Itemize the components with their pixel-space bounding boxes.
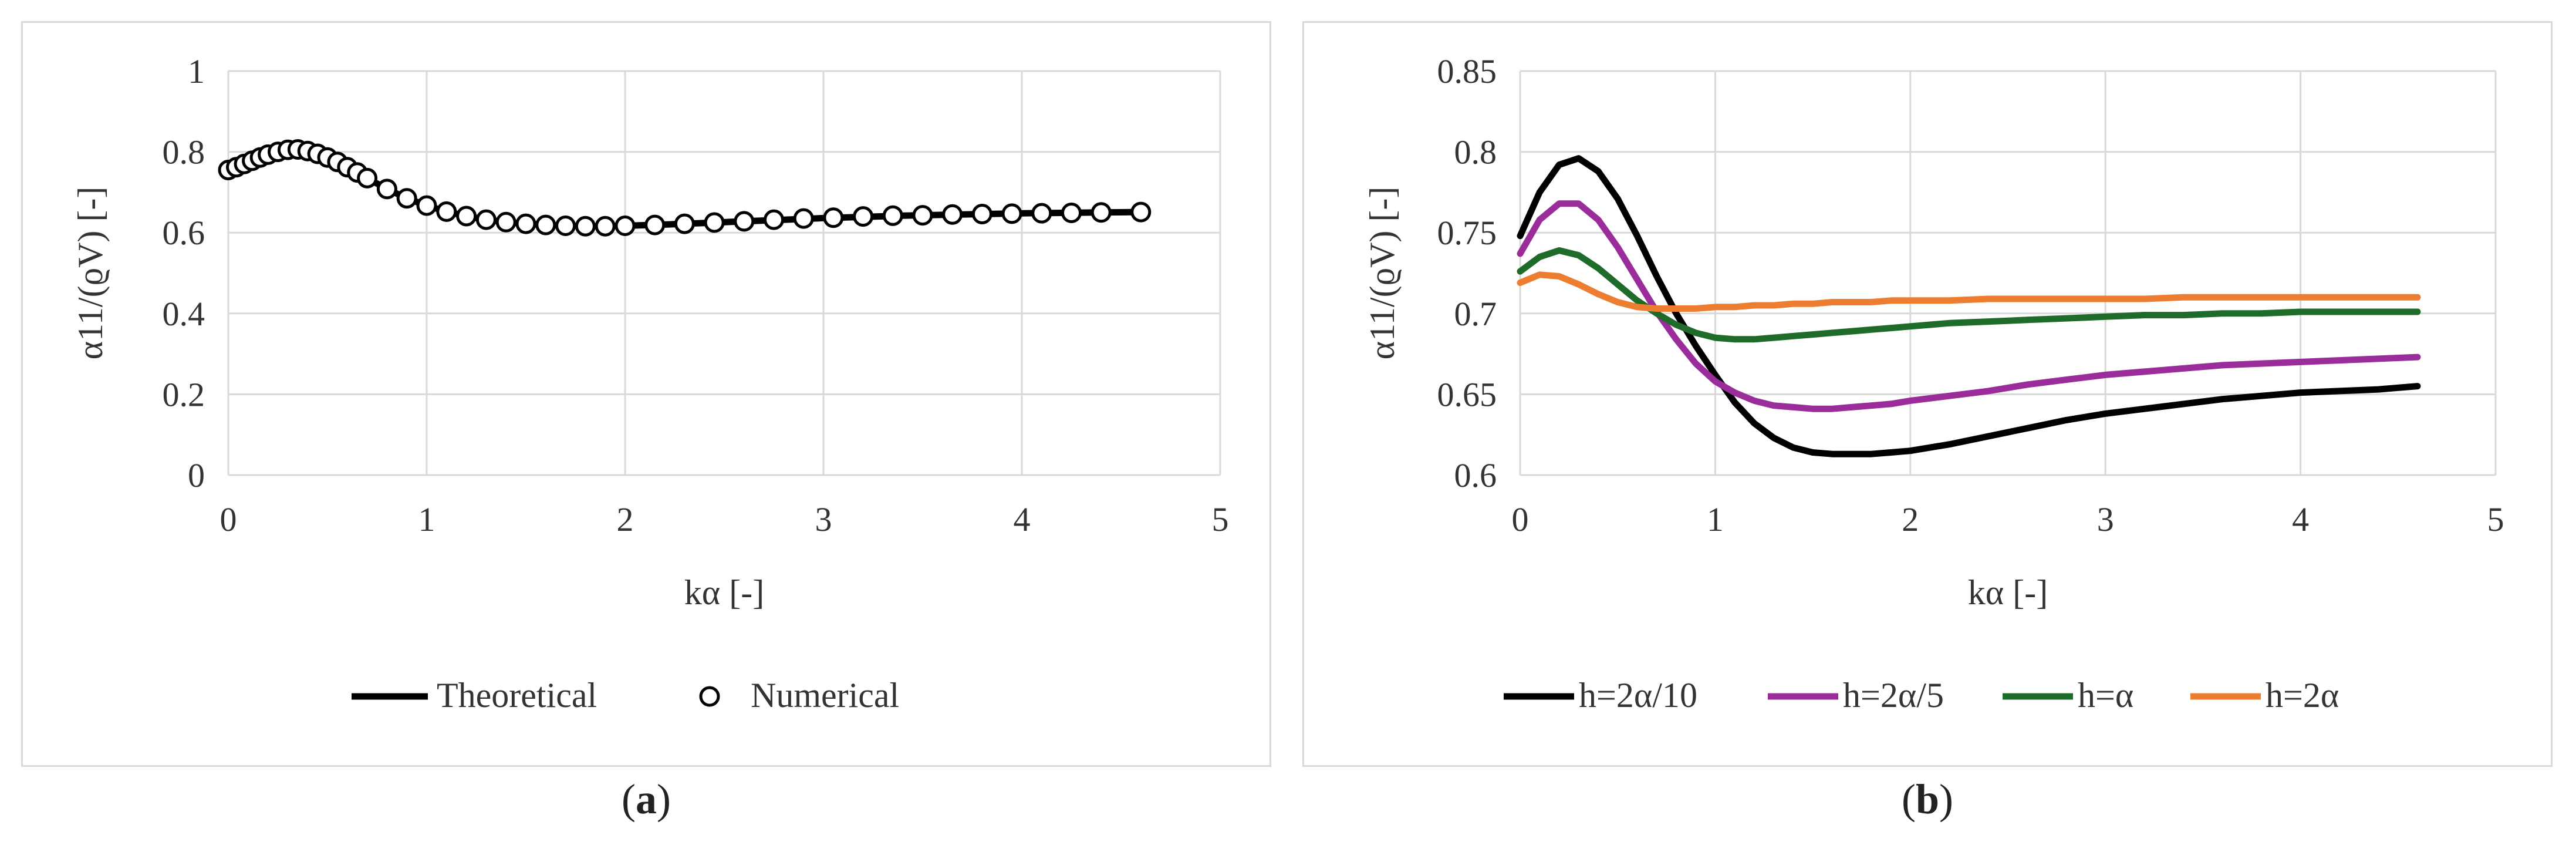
y-tick-label: 0.4: [163, 295, 205, 333]
x-tick-label: 2: [1902, 500, 1919, 538]
data-point-marker: [644, 214, 666, 235]
x-tick-label: 4: [2292, 500, 2309, 538]
data-point-marker: [376, 179, 397, 200]
chart-panel-a: 0 0.2 0.4 0.6 0.8 1 0 1 2 3 4 5 kα [-] α11/(ϱV) [-] Th…: [21, 21, 1271, 767]
y-tick-label: 0.75: [1437, 214, 1497, 252]
y-tick-label: 0.2: [163, 375, 205, 413]
legend-label-0: h=2α/10: [1579, 676, 1697, 715]
data-point-marker: [515, 213, 536, 234]
data-point-marker: [436, 201, 457, 222]
caption-a: (a): [558, 775, 734, 824]
caption-b-open: (: [1901, 776, 1916, 823]
caption-b-letter: b: [1915, 776, 1940, 823]
x-tick-label: 0: [1512, 500, 1529, 538]
caption-b-close: ): [1939, 776, 1953, 823]
y-tick-label: 0.6: [1454, 456, 1497, 494]
data-point-marker: [971, 204, 992, 225]
data-point-marker: [1091, 202, 1112, 223]
data-point-marker: [853, 206, 874, 227]
data-point-marker: [942, 204, 963, 225]
chart-b-svg: 0.6 0.65 0.7 0.75 0.8 0.85 0 1 2 3 4 5 kα [-] α11/(ϱV…: [1363, 52, 2504, 715]
x-tick-label: 1: [1707, 500, 1724, 538]
x-tick-label: 5: [2487, 500, 2504, 538]
series-h--line: [1517, 247, 2421, 343]
legend-label-theoretical: Theoretical: [437, 676, 597, 715]
data-point-marker: [882, 205, 903, 226]
data-point-marker: [1001, 203, 1022, 224]
y-tick-label: 0.85: [1437, 52, 1497, 90]
series-h-2-10-line: [1517, 155, 2421, 457]
data-point-marker: [357, 167, 378, 188]
x-tick-label: 4: [1014, 500, 1031, 538]
data-point-marker: [734, 211, 755, 232]
data-point-marker: [555, 216, 576, 237]
x-axis-label: kα [-]: [1968, 573, 2048, 612]
y-tick-label: 0.65: [1437, 375, 1497, 413]
data-point-marker: [912, 205, 933, 226]
x-tick-label: 2: [617, 500, 634, 538]
y-tick-label: 1: [188, 52, 205, 90]
y-tick-label: 0: [188, 456, 205, 494]
x-axis-label: kα [-]: [684, 573, 764, 612]
y-tick-label: 0.6: [163, 214, 205, 252]
chart-panel-b: 0.6 0.65 0.7 0.75 0.8 0.85 0 1 2 3 4 5 kα [-] α11/(ϱV…: [1302, 21, 2553, 767]
data-point-marker: [535, 214, 556, 235]
x-tick-label: 3: [2097, 500, 2114, 538]
caption-a-open: (: [622, 776, 636, 823]
data-point-marker: [615, 216, 636, 237]
data-point-marker: [396, 188, 417, 209]
series-h-2-5-line: [1517, 200, 2421, 412]
data-point-marker: [1061, 202, 1082, 223]
data-point-marker: [595, 216, 616, 237]
x-tick-label: 5: [1212, 500, 1229, 538]
chart-a-svg: 0 0.2 0.4 0.6 0.8 1 0 1 2 3 4 5 kα [-] α11/(ϱV) [-] Th…: [71, 52, 1229, 715]
x-tick-label: 1: [418, 500, 435, 538]
y-axis-label: α11/(ϱV) [-]: [1363, 187, 1402, 360]
caption-a-letter: a: [636, 776, 657, 823]
data-point-marker: [475, 209, 497, 230]
data-point-marker: [1130, 201, 1152, 223]
y-tick-label: 0.8: [163, 133, 205, 171]
x-tick-label: 0: [220, 500, 237, 538]
caption-b: (b): [1839, 775, 2015, 824]
data-point-marker: [575, 216, 596, 237]
data-point-marker: [823, 207, 844, 228]
x-tick-label: 3: [815, 500, 832, 538]
data-point-marker: [416, 195, 437, 216]
data-point-marker: [1031, 203, 1052, 224]
data-point-marker: [674, 213, 695, 234]
data-point-marker: [793, 208, 814, 229]
legend-swatch-numerical: [699, 686, 720, 707]
legend-label-numerical: Numerical: [751, 676, 899, 715]
legend-label-2: h=α: [2078, 676, 2133, 715]
y-tick-label: 0.7: [1454, 295, 1497, 333]
legend-label-1: h=2α/5: [1843, 676, 1944, 715]
caption-a-close: ): [657, 776, 671, 823]
series-h-2--line: [1517, 271, 2421, 312]
data-point-marker: [764, 209, 784, 230]
legend-label-3: h=2α: [2266, 676, 2339, 715]
y-tick-label: 0.8: [1454, 133, 1497, 171]
y-axis-label: α11/(ϱV) [-]: [71, 187, 110, 360]
data-point-marker: [704, 212, 725, 233]
data-point-marker: [456, 206, 477, 227]
data-point-marker: [495, 211, 516, 233]
